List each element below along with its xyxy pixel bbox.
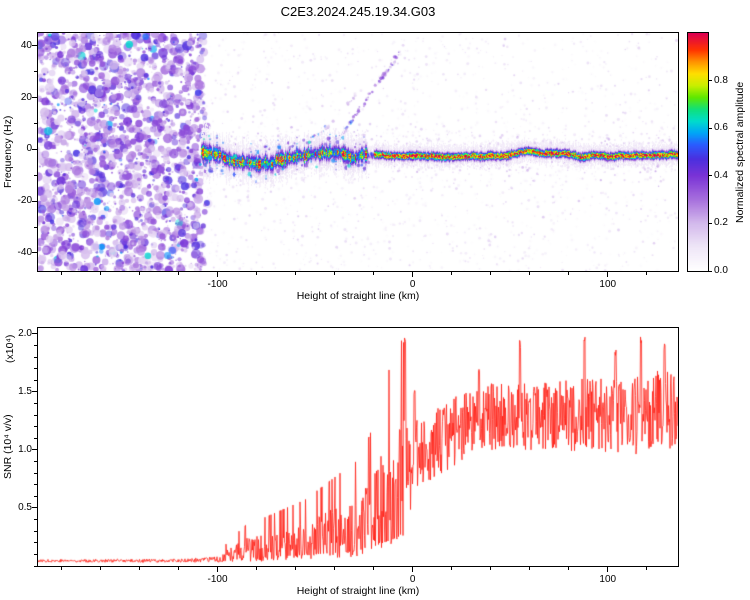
axis-tick	[34, 472, 37, 474]
axis-tick	[256, 272, 258, 275]
x-tick-label: -100	[207, 574, 228, 585]
axis-tick	[256, 567, 258, 570]
axis-tick	[34, 379, 37, 381]
axis-tick	[34, 226, 37, 228]
colorbar-tick-label: 0.2	[714, 217, 728, 229]
colorbar	[687, 32, 709, 272]
axis-tick	[607, 567, 609, 572]
y-tick-label: 0	[26, 143, 32, 155]
axis-tick	[34, 553, 37, 555]
axis-tick	[646, 272, 648, 275]
axis-tick	[451, 272, 453, 275]
snr-panel	[37, 327, 679, 567]
colorbar-tick-label: 0.8	[714, 74, 728, 86]
axis-tick	[334, 567, 336, 570]
axis-tick	[34, 542, 37, 544]
axis-tick	[295, 272, 297, 275]
axis-tick	[32, 148, 37, 150]
spectrogram-x-axis-label: Height of straight line (km)	[296, 290, 420, 302]
colorbar-label: Normalized spectral amplitude	[734, 81, 746, 223]
axis-tick	[217, 272, 218, 277]
axis-tick	[32, 507, 37, 509]
y-tick-label: -40	[17, 246, 32, 258]
axis-tick	[177, 567, 179, 570]
axis-tick	[32, 449, 37, 451]
axis-tick	[34, 174, 37, 176]
y-tick-label: 1.5	[18, 385, 32, 397]
axis-tick	[34, 519, 37, 521]
axis-tick	[568, 567, 570, 570]
axis-tick	[34, 414, 37, 416]
axis-tick	[138, 567, 140, 570]
axis-tick	[373, 272, 375, 275]
axis-tick	[490, 272, 492, 275]
axis-tick	[34, 461, 37, 462]
axis-tick	[217, 567, 218, 572]
y-tick-label: -20	[17, 195, 32, 207]
axis-tick	[34, 437, 37, 439]
axis-tick	[34, 344, 37, 346]
axis-tick	[709, 80, 712, 82]
axis-tick	[334, 272, 336, 275]
snr-line-canvas	[38, 328, 678, 566]
axis-tick	[34, 565, 37, 567]
colorbar-tick-label: 0.0	[714, 265, 728, 276]
axis-tick	[60, 272, 62, 275]
colorbar-gradient	[688, 33, 708, 271]
y-tick-label: 1.0	[18, 443, 32, 455]
x-tick-label: 100	[599, 279, 617, 290]
axis-tick	[99, 567, 101, 570]
axis-tick	[34, 530, 37, 532]
axis-tick	[99, 272, 101, 275]
x-tick-label: 100	[599, 574, 617, 585]
axis-tick	[529, 272, 531, 275]
axis-tick	[32, 97, 37, 99]
axis-tick	[34, 495, 37, 497]
colorbar-tick-label: 0.4	[714, 169, 728, 181]
y-tick-label: 20	[20, 91, 32, 103]
axis-tick	[32, 200, 37, 202]
axis-tick	[32, 391, 37, 393]
figure-title: C2E3.2024.245.19.34.G03	[280, 4, 436, 19]
axis-tick	[412, 567, 414, 572]
y-tick-label: 40	[20, 39, 32, 51]
axis-tick	[412, 272, 414, 277]
axis-tick	[295, 567, 297, 570]
axis-tick	[34, 402, 37, 404]
axis-tick	[34, 123, 37, 125]
axis-tick	[34, 426, 37, 428]
y-tick-label: 0.5	[18, 501, 32, 513]
spectrogram-canvas	[38, 33, 678, 271]
axis-tick	[34, 484, 37, 486]
spectrogram-panel	[37, 32, 679, 272]
axis-tick	[709, 127, 712, 129]
axis-tick	[709, 175, 712, 177]
x-tick-label: -100	[207, 279, 228, 290]
colorbar-tick-label: 0.6	[714, 122, 728, 134]
axis-tick	[529, 567, 531, 570]
axis-tick	[177, 272, 179, 275]
axis-tick	[34, 368, 37, 370]
axis-tick	[32, 333, 37, 335]
axis-tick	[32, 252, 37, 254]
axis-tick	[490, 567, 492, 570]
axis-tick	[607, 272, 609, 277]
axis-tick	[60, 567, 62, 570]
y-tick-label: 2.0	[18, 327, 32, 339]
snr-x-axis-label: Height of straight line (km)	[296, 585, 420, 597]
axis-tick	[32, 45, 37, 47]
axis-tick	[709, 222, 712, 224]
axis-tick	[373, 567, 375, 570]
x-tick-label: 0	[409, 574, 416, 585]
axis-tick	[138, 272, 140, 275]
axis-tick	[568, 272, 570, 275]
axis-tick	[34, 71, 37, 73]
axis-tick	[34, 356, 37, 358]
axis-tick	[451, 567, 453, 570]
axis-tick	[709, 270, 712, 272]
x-tick-label: 0	[409, 279, 416, 290]
axis-tick	[646, 567, 648, 570]
